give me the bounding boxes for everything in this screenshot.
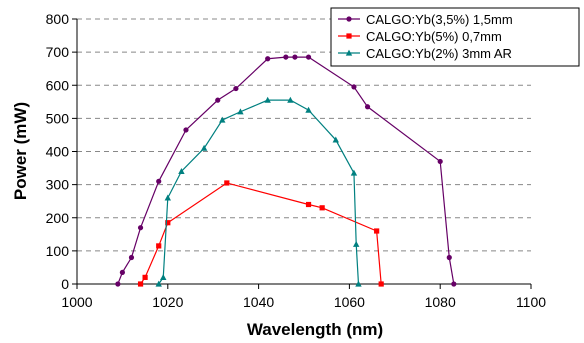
series-3-point: [332, 136, 339, 143]
x-tick-label-1040: 1040: [243, 294, 274, 310]
series-1-point: [446, 254, 452, 261]
y-tick-label-800: 800: [46, 11, 70, 27]
series-1-point: [265, 56, 271, 62]
y-tick-label-200: 200: [46, 210, 70, 226]
series-1-point: [292, 54, 298, 60]
series-1-point: [451, 281, 457, 287]
series-2-point: [305, 201, 312, 208]
y-tick-label-500: 500: [46, 110, 70, 126]
series-2-point: [319, 205, 325, 211]
series-3-point: [305, 106, 312, 113]
series-3-point: [287, 96, 294, 103]
series-2-point: [224, 180, 230, 186]
legend-item-2: CALGO:Yb(5%) 0,7mm: [338, 29, 502, 44]
series-3-point: [350, 169, 358, 176]
y-axis-title: Power (mW): [11, 102, 30, 200]
legend-box: [330, 7, 580, 67]
y-tick-label-300: 300: [46, 177, 70, 193]
series-1-point: [137, 225, 144, 231]
series-1-line: [117, 56, 455, 285]
series-1-point: [437, 158, 443, 165]
series-1-point: [156, 178, 162, 184]
series-1-point: [128, 254, 135, 261]
series-1-point: [233, 85, 239, 92]
series-2-point: [378, 281, 384, 287]
x-tick-labels: 1000 1020 1040 1060 1080 1100: [61, 294, 546, 310]
series-1-point: [305, 54, 312, 60]
series-2-point: [142, 274, 148, 280]
legend-marker-3: [345, 49, 353, 56]
grid-lines: [77, 18, 531, 252]
series-3-point: [164, 194, 171, 201]
series-2-line: [140, 182, 382, 285]
legend-item-1: CALGO:Yb(3,5%) 1,5mm: [338, 12, 513, 27]
series-3-point: [353, 240, 360, 247]
legend-marker-1: [346, 16, 352, 22]
legend-item-3: CALGO:Yb(2%) 3mm AR: [338, 46, 512, 61]
series-1: [115, 54, 457, 287]
x-tick-label-1060: 1060: [334, 294, 365, 310]
x-tick-label-1080: 1080: [425, 294, 456, 310]
series-3-point: [160, 273, 167, 280]
series-1-point: [283, 54, 289, 60]
y-tick-label-100: 100: [46, 243, 70, 259]
legend-label-2: CALGO:Yb(5%) 0,7mm: [366, 29, 502, 44]
series-group: [115, 54, 457, 287]
series-3-point: [219, 116, 226, 123]
x-tick-label-1100: 1100: [516, 294, 546, 310]
series-3-point: [264, 96, 271, 103]
x-tick-label-1000: 1000: [61, 294, 92, 310]
y-tick-label-0: 0: [61, 276, 69, 292]
series-2: [137, 180, 384, 287]
series-3-point: [178, 167, 185, 174]
y-tick-label-600: 600: [46, 77, 70, 93]
series-3-point: [355, 280, 362, 287]
y-tick-label-700: 700: [46, 44, 70, 60]
series-2-point: [137, 281, 144, 287]
series-1-point: [119, 269, 125, 276]
series-2-point: [165, 220, 171, 226]
series-2-point: [374, 228, 380, 234]
series-2-point: [156, 243, 162, 249]
y-tick-labels: 0 100 200 300 400 500 600 700 800: [46, 11, 70, 292]
series-1-point: [115, 281, 121, 287]
legend-label-1: CALGO:Yb(3,5%) 1,5mm: [366, 12, 513, 27]
legend-label-3: CALGO:Yb(2%) 3mm AR: [366, 46, 512, 61]
series-1-point: [364, 104, 371, 110]
legend-marker-2: [346, 33, 352, 39]
series-1-point: [351, 84, 357, 90]
series-3: [155, 96, 362, 287]
series-3-point: [155, 280, 162, 287]
x-axis-title: Wavelength (nm): [247, 320, 383, 339]
series-1-point: [215, 97, 221, 103]
series-3-point: [237, 108, 244, 115]
series-3-line: [158, 99, 360, 285]
legend: CALGO:Yb(3,5%) 1,5mm CALGO:Yb(5%) 0,7mm CA…: [330, 7, 580, 67]
series-1-point: [183, 127, 189, 133]
x-tick-label-1020: 1020: [152, 294, 183, 310]
y-tick-label-400: 400: [46, 144, 70, 160]
series-3-point: [200, 144, 208, 151]
